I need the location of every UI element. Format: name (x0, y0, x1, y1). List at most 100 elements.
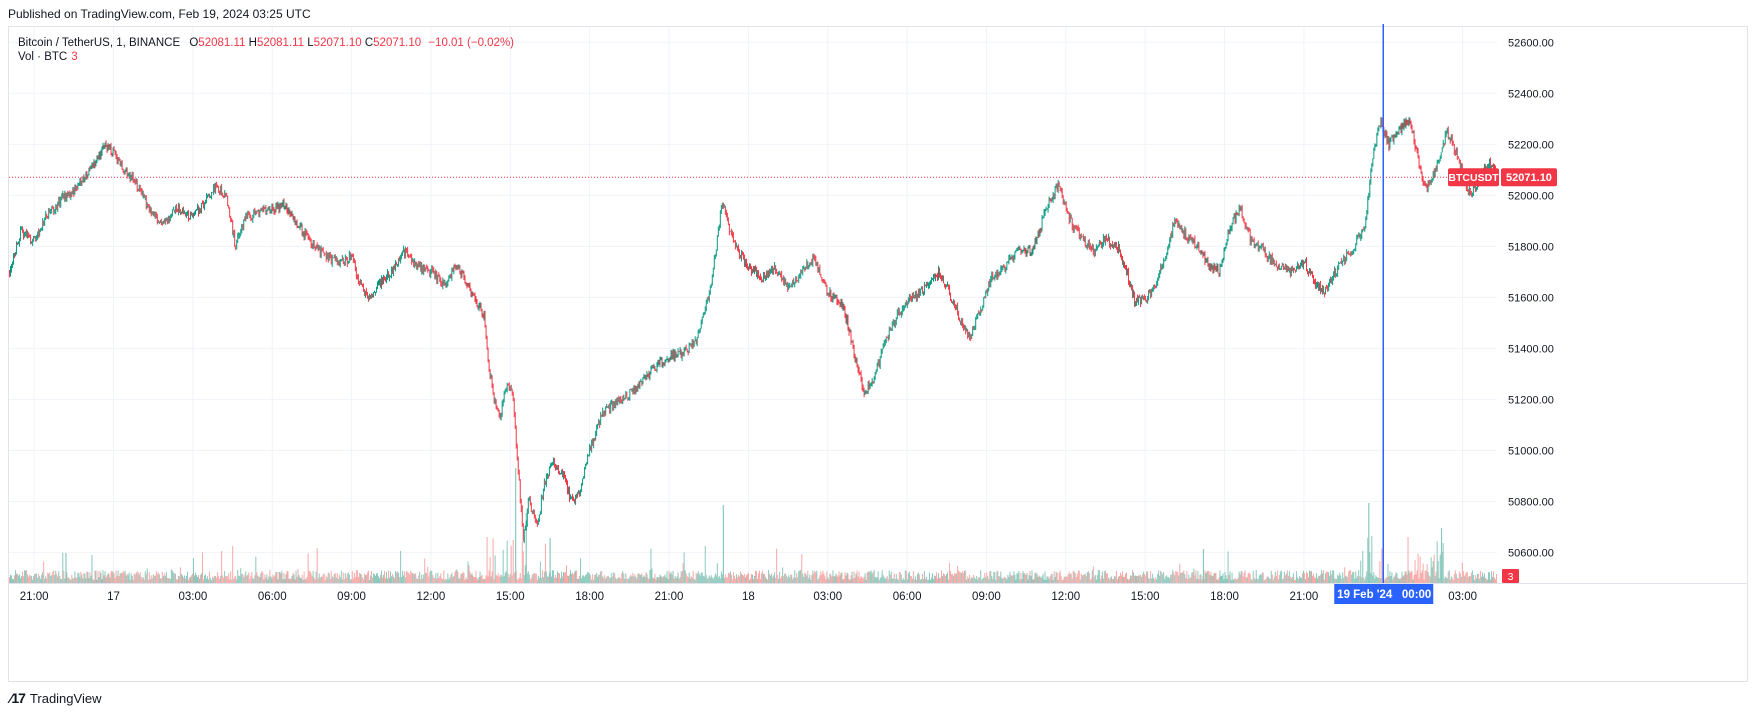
volume-bar (758, 573, 760, 583)
price-axis[interactable]: 50600.0050800.0051000.0051200.0051400.00… (1508, 37, 1554, 559)
volume-bar (1277, 579, 1279, 583)
volume-bar (611, 572, 613, 583)
volume-bar (154, 575, 156, 583)
volume-bar (1009, 571, 1011, 583)
volume-bar (1140, 574, 1142, 583)
volume-bar (282, 579, 284, 583)
volume-bar (606, 576, 608, 583)
volume-bar (718, 575, 720, 583)
volume-bar (1046, 576, 1048, 583)
volume-bar (541, 570, 543, 583)
volume-bar (1463, 576, 1465, 583)
volume-bar (691, 577, 693, 583)
volume-bar (700, 572, 702, 583)
chart-frame[interactable] (8, 26, 1748, 682)
volume-bar (61, 579, 63, 583)
volume-bar (844, 572, 846, 583)
volume-bar (820, 571, 822, 583)
high-value: 52081.11 (256, 37, 305, 49)
volume-bar (414, 574, 416, 583)
volume-bar (243, 577, 245, 583)
volume-bar (296, 576, 298, 583)
volume-bar (43, 561, 45, 583)
volume-bar (13, 579, 15, 583)
volume-bar (462, 571, 464, 583)
volume-bar (376, 573, 378, 583)
volume-bar (1148, 578, 1150, 583)
symbol-name[interactable]: Bitcoin / TetherUS, 1, BINANCE (18, 37, 181, 49)
volume-bar (1244, 570, 1246, 583)
volume-bar (78, 572, 80, 583)
volume-bar (1435, 571, 1437, 583)
volume-bar (1485, 578, 1487, 583)
volume-bar (535, 573, 537, 583)
volume-bar (991, 575, 993, 583)
volume-bar (116, 575, 118, 583)
volume-bar (792, 579, 794, 583)
volume-bar (730, 574, 732, 583)
volume-bar (1061, 579, 1063, 583)
volume-bar (603, 577, 605, 583)
volume-bar (1097, 570, 1099, 583)
volume-bar (425, 572, 427, 583)
tradingview-footer[interactable]: ⁄17 TradingView (10, 690, 101, 706)
volume-bar (1240, 571, 1242, 583)
volume-bar (676, 576, 678, 583)
volume-bar (1025, 574, 1027, 583)
volume-legend[interactable]: Vol · BTC 3 (18, 51, 78, 63)
time-tick-label: 18 (742, 591, 755, 603)
volume-bar (670, 571, 672, 583)
volume-bar (397, 571, 399, 583)
volume-bar (509, 574, 511, 583)
volume-bar (712, 578, 714, 583)
volume-bar (207, 576, 209, 583)
volume-bar (186, 571, 188, 583)
volume-bar (106, 575, 108, 583)
volume-bar (734, 578, 736, 583)
volume-bar (1344, 567, 1346, 583)
volume-bar (390, 571, 392, 583)
volume-bar (898, 572, 900, 583)
volume-bar (918, 574, 920, 583)
volume-bar (399, 577, 401, 583)
volume-bar (894, 579, 896, 583)
volume-bar (1397, 578, 1399, 583)
volume-bar (482, 579, 484, 583)
volume-bar (962, 571, 964, 583)
volume-bar (1347, 576, 1349, 583)
volume-bar (1047, 576, 1049, 583)
volume-bar (568, 575, 570, 583)
volume-bar (395, 571, 397, 583)
volume-bar (839, 575, 841, 583)
volume-bar (231, 579, 233, 583)
volume-bar (1441, 551, 1443, 583)
volume-bar (74, 571, 76, 583)
volume-bar (118, 576, 120, 583)
volume-bar (561, 576, 563, 583)
volume-bar (457, 571, 459, 583)
volume-bar (551, 570, 553, 583)
volume-bar (963, 572, 965, 583)
volume-bar (1070, 573, 1072, 583)
volume-bar (1106, 573, 1108, 583)
volume-bar (127, 574, 129, 583)
time-axis[interactable]: 21:00 17 03:00 06:00 09:00 12:00 15:00 18:00 21:… (8, 583, 1748, 604)
volume-bar (795, 577, 797, 583)
volume-bar (618, 576, 620, 583)
volume-bar (511, 575, 513, 583)
volume-bar (1089, 579, 1091, 583)
volume-bar (1094, 575, 1096, 583)
volume-bar (1274, 572, 1276, 583)
volume-bar (587, 571, 589, 583)
volume-bar (325, 575, 327, 583)
symbol-legend[interactable]: Bitcoin / TetherUS, 1, BINANCE O52081.11… (18, 35, 514, 51)
volume-bar (774, 572, 776, 583)
volume-bar (336, 572, 338, 583)
volume-bar (678, 578, 680, 583)
volume-bar (1283, 571, 1285, 583)
volume-bar (660, 575, 662, 583)
volume-bar (726, 577, 728, 583)
volume-bar (580, 558, 582, 583)
volume-bar (1142, 574, 1144, 583)
